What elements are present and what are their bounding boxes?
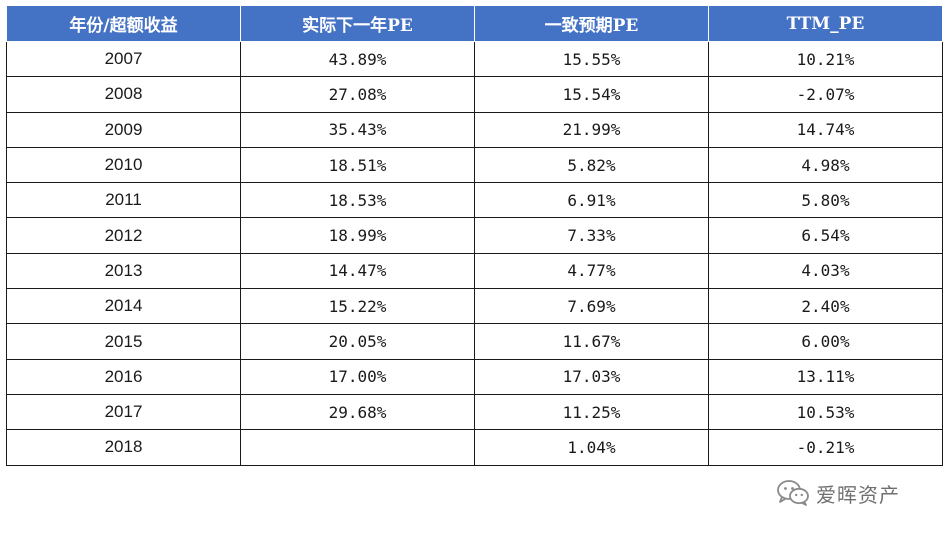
watermark-text: 爱晖资产 — [816, 482, 900, 507]
cell-actual-pe: 27.08% — [240, 76, 475, 113]
cell-year: 2010 — [6, 146, 241, 184]
cell-actual-pe: 20.05% — [240, 323, 475, 360]
wechat-icon — [776, 479, 810, 507]
cell-ttm-pe: 2.40% — [708, 288, 943, 325]
cell-ttm-pe: 6.00% — [708, 323, 943, 360]
table-row: 2018 1.04% -0.21% — [6, 429, 943, 466]
cell-ttm-pe: 10.53% — [708, 393, 943, 431]
table-row: 2008 27.08% 15.54% -2.07% — [6, 76, 943, 113]
table-row: 2016 17.00% 17.03% 13.11% — [6, 358, 943, 395]
table-header-row: 年份/超额收益 实际下一年PE 一致预期PE TTM_PE — [6, 5, 943, 42]
cell-actual-pe: 18.51% — [240, 146, 475, 184]
cell-year: 2011 — [6, 182, 241, 219]
cell-ttm-pe: 13.11% — [708, 358, 943, 395]
header-year: 年份/超额收益 — [6, 5, 241, 42]
cell-year: 2014 — [6, 288, 241, 325]
table-row: 2011 18.53% 6.91% 5.80% — [6, 182, 943, 219]
cell-actual-pe: 15.22% — [240, 288, 475, 325]
cell-actual-pe: 43.89% — [240, 40, 475, 78]
table-row: 2017 29.68% 11.25% 10.53% — [6, 393, 943, 431]
cell-ttm-pe: -0.21% — [708, 429, 943, 466]
table-row: 2007 43.89% 15.55% 10.21% — [6, 40, 943, 78]
cell-ttm-pe: 6.54% — [708, 217, 943, 254]
cell-consensus-pe: 1.04% — [474, 429, 709, 466]
header-consensus-pe: 一致预期PE — [474, 5, 709, 42]
cell-consensus-pe: 15.54% — [474, 76, 709, 113]
cell-actual-pe: 18.53% — [240, 182, 475, 219]
cell-ttm-pe: 10.21% — [708, 40, 943, 78]
cell-year: 2007 — [6, 40, 241, 78]
cell-consensus-pe: 7.69% — [474, 288, 709, 325]
cell-actual-pe: 29.68% — [240, 393, 475, 431]
table-row: 2010 18.51% 5.82% 4.98% — [6, 146, 943, 184]
cell-consensus-pe: 11.25% — [474, 393, 709, 431]
cell-year: 2016 — [6, 358, 241, 395]
cell-ttm-pe: 5.80% — [708, 182, 943, 219]
cell-ttm-pe: 4.03% — [708, 252, 943, 290]
cell-year: 2009 — [6, 111, 241, 148]
excess-return-table: 年份/超额收益 实际下一年PE 一致预期PE TTM_PE 2007 43.89… — [6, 5, 943, 466]
cell-year: 2017 — [6, 393, 241, 431]
table-row: 2014 15.22% 7.69% 2.40% — [6, 288, 943, 325]
cell-consensus-pe: 17.03% — [474, 358, 709, 395]
table-row: 2013 14.47% 4.77% 4.03% — [6, 252, 943, 290]
cell-year: 2015 — [6, 323, 241, 360]
cell-actual-pe: 17.00% — [240, 358, 475, 395]
cell-ttm-pe: -2.07% — [708, 76, 943, 113]
cell-actual-pe — [240, 429, 475, 466]
cell-year: 2013 — [6, 252, 241, 290]
cell-actual-pe: 14.47% — [240, 252, 475, 290]
cell-ttm-pe: 14.74% — [708, 111, 943, 148]
cell-consensus-pe: 7.33% — [474, 217, 709, 254]
cell-actual-pe: 35.43% — [240, 111, 475, 148]
cell-consensus-pe: 4.77% — [474, 252, 709, 290]
table-row: 2015 20.05% 11.67% 6.00% — [6, 323, 943, 360]
cell-actual-pe: 18.99% — [240, 217, 475, 254]
cell-year: 2008 — [6, 76, 241, 113]
cell-year: 2018 — [6, 429, 241, 466]
table-row: 2012 18.99% 7.33% 6.54% — [6, 217, 943, 254]
cell-consensus-pe: 5.82% — [474, 146, 709, 184]
cell-year: 2012 — [6, 217, 241, 254]
header-ttm-pe: TTM_PE — [708, 5, 943, 42]
cell-consensus-pe: 11.67% — [474, 323, 709, 360]
table-row: 2009 35.43% 21.99% 14.74% — [6, 111, 943, 148]
cell-consensus-pe: 6.91% — [474, 182, 709, 219]
header-actual-next-year-pe: 实际下一年PE — [240, 5, 475, 42]
watermark: 爱晖资产 — [776, 478, 900, 508]
cell-ttm-pe: 4.98% — [708, 146, 943, 184]
cell-consensus-pe: 21.99% — [474, 111, 709, 148]
cell-consensus-pe: 15.55% — [474, 40, 709, 78]
